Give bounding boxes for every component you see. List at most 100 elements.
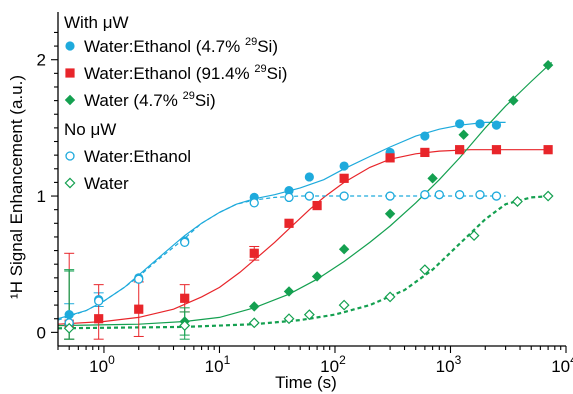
data-point-2 xyxy=(311,271,323,282)
data-point-2 xyxy=(458,129,469,140)
legend-label-main: Water:Ethanol (4.7% xyxy=(84,37,245,56)
legend-label: Water:Ethanol xyxy=(84,147,191,166)
y-tick-label: 0 xyxy=(37,323,46,342)
x-tick-base: 10 xyxy=(89,357,108,376)
data-point-0 xyxy=(491,120,502,130)
data-point-2 xyxy=(427,173,438,184)
data-point-0 xyxy=(420,131,430,141)
data-point-4 xyxy=(542,190,554,202)
data-point-1 xyxy=(385,153,395,163)
legend-entry: Water:Ethanol (91.4% 29Si) xyxy=(65,63,287,83)
x-tick-label: 102 xyxy=(320,353,346,376)
data-point-1 xyxy=(94,314,104,324)
legend-label: Water (4.7% 29Si) xyxy=(84,90,216,110)
data-point-0 xyxy=(475,119,485,129)
legend-entry: Water (4.7% 29Si) xyxy=(64,90,216,110)
legend-label-main: Water:Ethanol xyxy=(84,147,191,166)
legend-marker xyxy=(64,94,76,106)
data-point-1 xyxy=(180,293,190,303)
data-point-0 xyxy=(304,172,314,182)
legend-marker xyxy=(64,177,76,189)
axes: 100101102103104012Time (s)¹H Signal Enha… xyxy=(7,12,573,392)
data-point-0 xyxy=(339,161,349,171)
legend-group-title: No μW xyxy=(64,120,116,139)
x-tick-exponent: 1 xyxy=(224,353,231,367)
fit-curve-2 xyxy=(57,61,553,327)
x-tick-exponent: 2 xyxy=(339,353,346,367)
data-point-1 xyxy=(134,304,144,314)
x-tick-base: 10 xyxy=(320,357,339,376)
legend-label-main: Water (4.7% xyxy=(84,91,183,110)
data-point-3 xyxy=(475,190,485,200)
legend-label: Water xyxy=(84,174,129,193)
error-bar xyxy=(93,284,104,340)
y-tick-label: 1 xyxy=(37,187,46,206)
data-point-3 xyxy=(420,190,430,200)
legend-label-tail: Si) xyxy=(257,37,278,56)
data-point-4 xyxy=(419,264,431,276)
data-point-3 xyxy=(249,198,259,208)
legend-entry: Water xyxy=(64,174,129,193)
legend-label-tail: Si) xyxy=(195,91,216,110)
data-point-2 xyxy=(542,59,554,71)
legend-label-main: Water:Ethanol (91.4% xyxy=(84,64,254,83)
data-point-3 xyxy=(284,192,294,203)
data-point-4 xyxy=(468,230,480,242)
data-point-4 xyxy=(179,320,191,331)
data-point-3 xyxy=(385,191,395,201)
data-point-2 xyxy=(283,286,295,297)
legend-label-main: Water xyxy=(84,174,129,193)
data-point-3 xyxy=(134,274,144,284)
legend-marker xyxy=(65,151,75,161)
legend-entry: Water:Ethanol (4.7% 29Si) xyxy=(65,36,278,56)
x-axis-label: Time (s) xyxy=(275,373,337,392)
data-point-1 xyxy=(339,173,349,183)
y-tick-label: 2 xyxy=(37,51,46,70)
legend-group-title: With μW xyxy=(64,13,129,32)
data-point-0 xyxy=(455,119,465,129)
data-point-2 xyxy=(384,208,396,219)
fit-curve-1 xyxy=(57,149,549,325)
fit-curve-3 xyxy=(57,195,506,321)
x-tick-exponent: 4 xyxy=(570,353,573,367)
legend-label-superscript: 29 xyxy=(254,63,266,75)
y-axis-label: ¹H Signal Enhancement (a.u.) xyxy=(7,75,26,299)
legend-label-tail: Si) xyxy=(267,64,288,83)
data-point-3 xyxy=(434,190,444,200)
x-tick-exponent: 3 xyxy=(455,353,462,367)
x-tick-label: 103 xyxy=(436,353,462,376)
data-point-4 xyxy=(384,291,396,303)
legend-entry: Water:Ethanol xyxy=(65,147,191,166)
legend-marker xyxy=(65,68,75,78)
data-point-2 xyxy=(338,244,350,255)
data-point-2 xyxy=(508,95,519,106)
legend-marker xyxy=(65,41,75,51)
fit-curve-4 xyxy=(57,194,552,330)
data-point-1 xyxy=(491,145,502,155)
data-point-4 xyxy=(338,299,350,311)
data-point-4 xyxy=(512,196,523,207)
data-point-3 xyxy=(454,190,465,200)
data-point-1 xyxy=(543,145,553,155)
data-point-4 xyxy=(63,322,75,334)
x-tick-label: 104 xyxy=(551,353,573,376)
data-point-1 xyxy=(249,248,259,258)
x-tick-base: 10 xyxy=(551,357,570,376)
data-point-3 xyxy=(94,296,104,306)
data-point-0 xyxy=(284,185,294,196)
legend-label-superscript: 29 xyxy=(245,36,257,48)
legend-label: Water:Ethanol (4.7% 29Si) xyxy=(84,36,278,56)
x-tick-exponent: 0 xyxy=(108,353,115,367)
x-tick-base: 10 xyxy=(436,357,455,376)
data-point-1 xyxy=(420,147,430,158)
data-point-4 xyxy=(283,313,295,325)
data-point-0 xyxy=(64,310,74,320)
data-point-2 xyxy=(249,301,260,312)
legend-label: Water:Ethanol (91.4% 29Si) xyxy=(84,63,287,83)
data-point-3 xyxy=(491,191,502,201)
x-tick-base: 10 xyxy=(205,357,224,376)
data-point-1 xyxy=(312,200,322,211)
data-point-3 xyxy=(304,191,315,201)
